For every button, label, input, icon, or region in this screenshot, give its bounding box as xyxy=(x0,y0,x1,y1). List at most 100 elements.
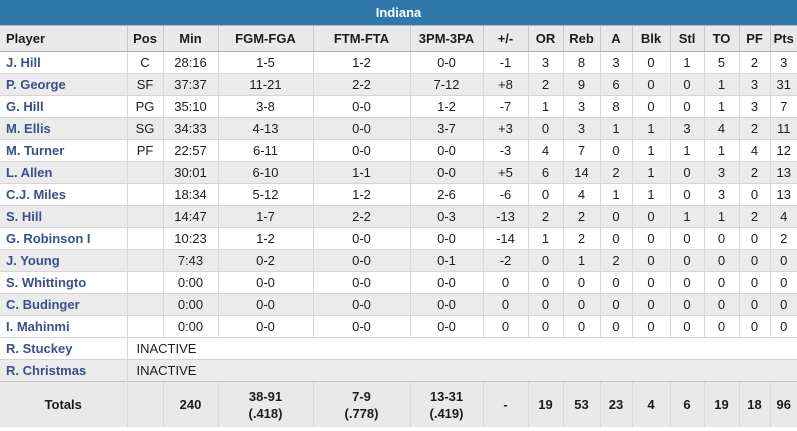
player-link[interactable]: R. Stuckey xyxy=(0,337,127,360)
stat-cell-fgm-fga: 6-10 xyxy=(217,161,313,184)
stat-cell-a: 1 xyxy=(599,117,632,140)
stat-cell-pts: 13 xyxy=(769,183,797,206)
stat-cell-to: 4 xyxy=(703,117,739,140)
stat-cell-pts: 11 xyxy=(769,117,797,140)
stat-cell-reb: 2 xyxy=(562,227,600,250)
stat-cell-pos xyxy=(126,183,163,206)
stat-cell-tpm-tpa: 0-3 xyxy=(409,205,483,228)
player-link[interactable]: R. Christmas xyxy=(0,359,127,382)
stat-cell-pts: 0 xyxy=(769,315,797,338)
stat-cell-ftm-fta: 0-0 xyxy=(312,227,410,250)
stat-cell-stl: 0 xyxy=(669,271,704,294)
stat-cell-plus-minus: +5 xyxy=(482,161,528,184)
table-row: S. Hill 14:47 1-7 2-2 0-3 -13 2 2 0 0 1 1 2 4 xyxy=(0,205,797,228)
stat-cell-pf: 0 xyxy=(738,293,770,316)
stat-cell-pts: 3 xyxy=(769,51,797,74)
stat-cell-ftm-fta: 2-2 xyxy=(312,73,410,96)
stat-cell-pf: 0 xyxy=(738,249,770,272)
stat-cell-pts: 31 xyxy=(769,73,797,96)
stat-cell-a: 8 xyxy=(599,95,632,118)
stat-cell-stl: 1 xyxy=(669,139,704,162)
stat-cell-to: 0 xyxy=(703,315,739,338)
stat-cell-fgm-fga: 4-13 xyxy=(217,117,313,140)
table-row: G. Robinson I 10:23 1-2 0-0 0-0 -14 1 2 0 0 0 0 0 2 xyxy=(0,227,797,250)
player-link[interactable]: S. Whittingto xyxy=(0,271,127,294)
stat-cell-fgm-fga: 6-11 xyxy=(217,139,313,162)
stat-cell-to: 5 xyxy=(703,51,739,74)
player-link[interactable]: J. Young xyxy=(0,249,127,272)
totals-pts: 96 xyxy=(769,381,797,427)
stat-cell-min: 7:43 xyxy=(162,249,218,272)
stat-cell-or: 0 xyxy=(527,315,563,338)
stat-cell-pf: 0 xyxy=(738,271,770,294)
stat-cell-pts: 0 xyxy=(769,271,797,294)
stat-cell-tpm-tpa: 3-7 xyxy=(409,117,483,140)
stat-cell-or: 0 xyxy=(527,117,563,140)
stat-cell-min: 0:00 xyxy=(162,315,218,338)
stat-cell-a: 3 xyxy=(599,51,632,74)
player-link[interactable]: L. Allen xyxy=(0,161,127,184)
stat-cell-to: 1 xyxy=(703,95,739,118)
stat-cell-stl: 0 xyxy=(669,249,704,272)
stat-cell-ftm-fta: 0-0 xyxy=(312,271,410,294)
stat-cell-reb: 0 xyxy=(562,271,600,294)
stat-cell-reb: 0 xyxy=(562,315,600,338)
player-rows: J. Hill C 28:16 1-5 1-2 0-0 -1 3 8 3 0 1 5 2 3 P. Georg… xyxy=(0,51,797,427)
stat-cell-or: 1 xyxy=(527,227,563,250)
stat-cell-pf: 4 xyxy=(738,139,770,162)
stat-cell-or: 0 xyxy=(527,249,563,272)
player-link[interactable]: S. Hill xyxy=(0,205,127,228)
totals-pos xyxy=(126,381,163,427)
stat-cell-to: 1 xyxy=(703,139,739,162)
totals-min: 240 xyxy=(162,381,218,427)
player-link[interactable]: G. Robinson I xyxy=(0,227,127,250)
player-link[interactable]: G. Hill xyxy=(0,95,127,118)
stat-cell-stl: 1 xyxy=(669,205,704,228)
stat-cell-fgm-fga: 11-21 xyxy=(217,73,313,96)
stat-cell-pf: 0 xyxy=(738,227,770,250)
stat-cell-stl: 1 xyxy=(669,51,704,74)
stat-cell-a: 0 xyxy=(599,227,632,250)
stat-cell-tpm-tpa: 0-0 xyxy=(409,293,483,316)
totals-or: 19 xyxy=(527,381,563,427)
stat-cell-pos: PG xyxy=(126,95,163,118)
player-link[interactable]: I. Mahinmi xyxy=(0,315,127,338)
stat-cell-to: 3 xyxy=(703,161,739,184)
stat-cell-tpm-tpa: 7-12 xyxy=(409,73,483,96)
stat-cell-plus-minus: -6 xyxy=(482,183,528,206)
stat-cell-pos xyxy=(126,271,163,294)
totals-label: Totals xyxy=(0,381,127,427)
stat-cell-stl: 0 xyxy=(669,73,704,96)
col-header-player: Player xyxy=(0,26,127,52)
col-header-3pm-3pa: 3PM-3PA xyxy=(409,26,483,52)
player-link[interactable]: P. George xyxy=(0,73,127,96)
stat-cell-min: 30:01 xyxy=(162,161,218,184)
player-link[interactable]: M. Ellis xyxy=(0,117,127,140)
player-link[interactable]: M. Turner xyxy=(0,139,127,162)
stat-cell-reb: 1 xyxy=(562,249,600,272)
totals-row: Totals 240 38-91 (.418) 7-9 (.778) 13-31 (.419)… xyxy=(0,381,797,427)
stat-cell-blk: 0 xyxy=(631,271,670,294)
stat-cell-plus-minus: 0 xyxy=(482,293,528,316)
stat-cell-a: 2 xyxy=(599,249,632,272)
stat-cell-stl: 0 xyxy=(669,227,704,250)
table-row: J. Young 7:43 0-2 0-0 0-1 -2 0 1 2 0 0 0 0 0 xyxy=(0,249,797,272)
stat-cell-a: 0 xyxy=(599,293,632,316)
player-link[interactable]: C. Budinger xyxy=(0,293,127,316)
stat-cell-pos xyxy=(126,161,163,184)
team-name: Indiana xyxy=(375,5,422,20)
stat-cell-pos: PF xyxy=(126,139,163,162)
stat-cell-min: 14:47 xyxy=(162,205,218,228)
stat-cell-fgm-fga: 1-7 xyxy=(217,205,313,228)
stat-cell-fgm-fga: 1-2 xyxy=(217,227,313,250)
player-link[interactable]: C.J. Miles xyxy=(0,183,127,206)
stat-cell-pf: 3 xyxy=(738,73,770,96)
stat-cell-plus-minus: -7 xyxy=(482,95,528,118)
stat-cell-reb: 4 xyxy=(562,183,600,206)
stat-cell-tpm-tpa: 2-6 xyxy=(409,183,483,206)
player-link[interactable]: J. Hill xyxy=(0,51,127,74)
stat-cell-blk: 0 xyxy=(631,205,670,228)
stat-cell-ftm-fta: 0-0 xyxy=(312,117,410,140)
totals-stl: 6 xyxy=(669,381,704,427)
